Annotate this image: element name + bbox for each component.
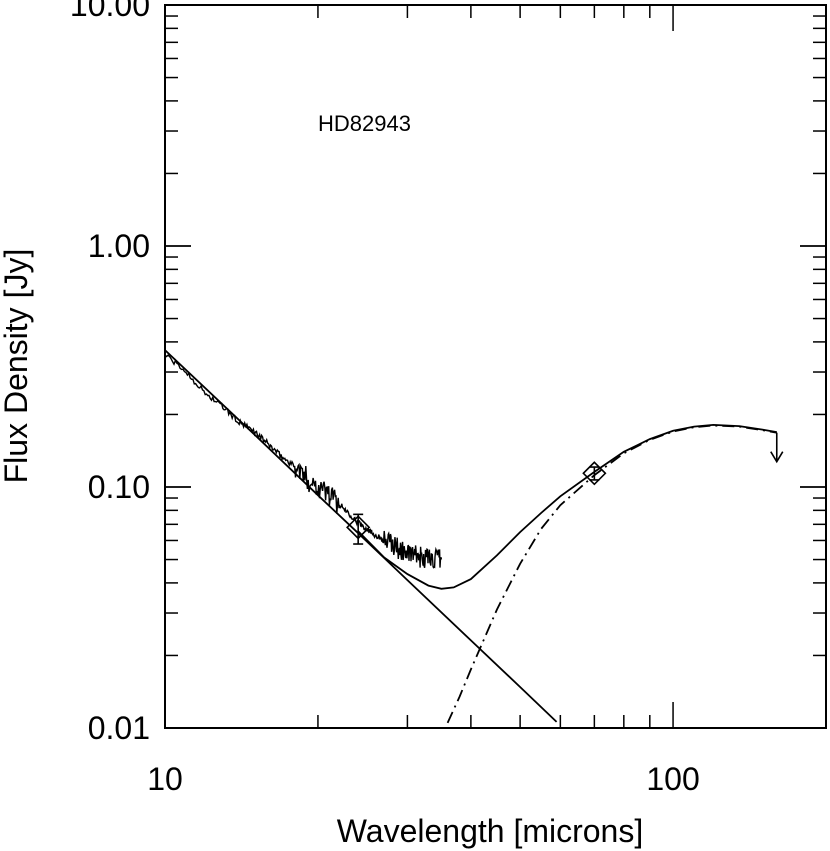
upper-limit-arrow	[770, 432, 784, 464]
x-tick-label: 10	[147, 761, 183, 797]
series-dust-blackbody	[446, 424, 777, 724]
data-point-mips-24	[346, 513, 371, 545]
data-point-mips-70	[582, 461, 607, 486]
y-tick-label: 0.01	[88, 710, 150, 746]
points-layer	[346, 432, 784, 545]
series-layer	[165, 349, 777, 724]
axis-ticks	[164, 4, 827, 729]
series-irs-spectrum	[165, 354, 443, 569]
diamond-marker	[346, 515, 371, 540]
plot-frame	[164, 4, 827, 729]
y-axis-title: Flux Density [Jy]	[0, 249, 34, 484]
y-tick-label: 1.00	[88, 228, 150, 264]
x-axis-title: Wavelength [microns]	[337, 813, 643, 849]
y-tick-label: 0.10	[88, 469, 150, 505]
arrow-head	[770, 451, 784, 464]
y-tick-label: 10.00	[70, 0, 150, 23]
series-total-model	[357, 423, 777, 590]
star-name-annotation: HD82943	[318, 111, 411, 136]
diamond-marker	[582, 461, 607, 486]
x-tick-label: 100	[646, 761, 699, 797]
labels-layer: 0.01 0.10 1.00 10.00 10 100	[70, 0, 700, 797]
